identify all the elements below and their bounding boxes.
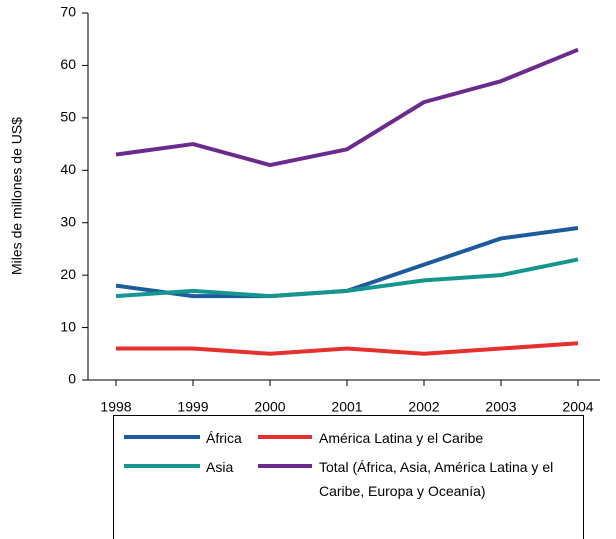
series-line (116, 341, 579, 356)
series-line (115, 225, 579, 299)
x-tick-label: 1999 (177, 399, 208, 415)
y-tick-label: 10 (60, 318, 76, 334)
legend-label: Total (África, Asia, América Latina y el… (319, 459, 554, 499)
legend: África Asia América Latina y el Caribe Tota… (113, 415, 584, 539)
legend-label: América Latina y el Caribe (319, 430, 484, 446)
x-tick-label: 2004 (562, 399, 593, 415)
legend-label: Asia (206, 459, 234, 475)
x-tick-label: 2000 (254, 399, 285, 415)
series-line (115, 47, 579, 168)
y-tick-label: 50 (60, 109, 76, 125)
x-tick-label: 2003 (485, 399, 516, 415)
y-tick-label: 30 (60, 213, 76, 229)
legend-label: África (206, 430, 242, 446)
series-line (115, 257, 579, 299)
y-tick-label: 40 (60, 161, 76, 177)
x-tick-label: 2001 (331, 399, 362, 415)
y-axis-label: Miles de millones de US$ (9, 117, 25, 275)
x-tick-label: 1998 (100, 399, 131, 415)
y-tick-label: 60 (60, 56, 76, 72)
x-tick-label: 2002 (408, 399, 439, 415)
y-tick-label: 0 (68, 371, 76, 387)
y-tick-label: 70 (60, 4, 76, 20)
y-tick-label: 20 (60, 266, 76, 282)
